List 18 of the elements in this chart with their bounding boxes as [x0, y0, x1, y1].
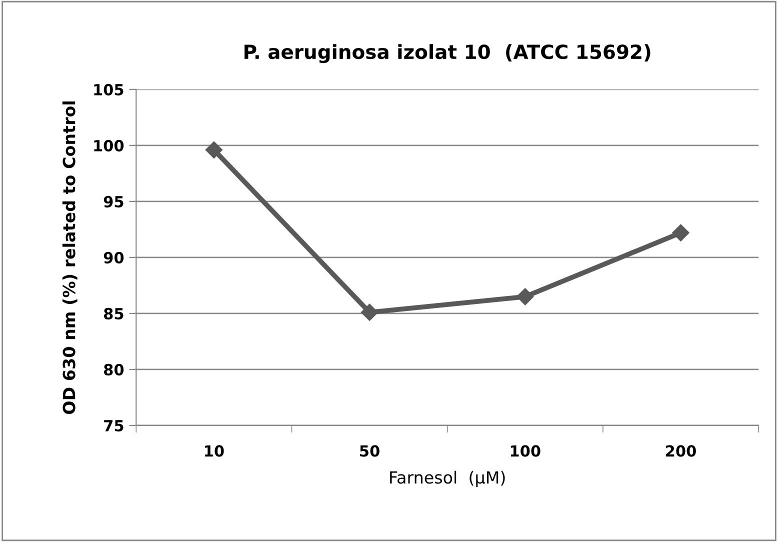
y-tick-label: 105	[94, 84, 124, 96]
y-tick-label: 95	[104, 196, 124, 208]
y-tick-label: 75	[104, 420, 124, 432]
y-axis-title: OD 630 nm (%) related to Control	[62, 101, 78, 414]
x-tick-label: 10	[205, 445, 224, 457]
point	[516, 288, 534, 306]
point	[672, 224, 690, 242]
y-tick-label: 80	[104, 364, 124, 376]
x-tick-label: 200	[666, 445, 696, 457]
y-tick-label: 90	[104, 252, 124, 264]
y-tick-label: 100	[94, 140, 124, 152]
x-axis-title: Farnesol (µM)	[390, 470, 505, 487]
point	[361, 304, 378, 321]
x-tick-label: 100	[510, 445, 540, 457]
chart-title: P. aeruginosa izolat 10 (ATCC 15692)	[244, 44, 650, 64]
point	[205, 141, 222, 158]
x-tick-label: 50	[360, 445, 380, 457]
y-tick-label: 85	[104, 308, 124, 320]
